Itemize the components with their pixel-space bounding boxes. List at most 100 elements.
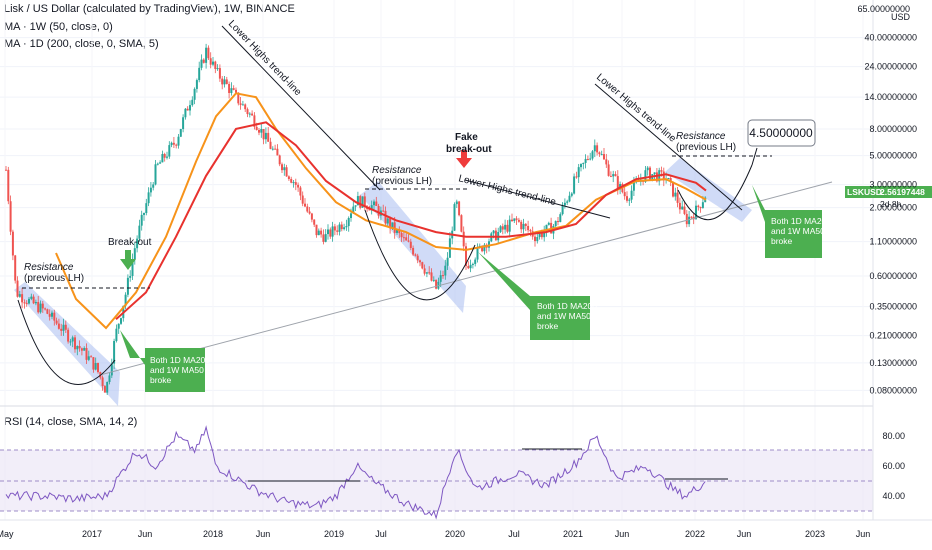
candle-body <box>5 169 7 171</box>
callout-3-line1: Both 1D MA200 <box>771 216 831 226</box>
axis-tick-65: 65.00000000 <box>857 4 910 14</box>
candle-body <box>202 59 205 63</box>
callout-3-line2: and 1W MA50 <box>771 226 825 236</box>
candle-body <box>315 224 318 236</box>
candle-body <box>628 199 631 201</box>
candle-body <box>301 195 304 204</box>
candle-body <box>44 308 47 310</box>
candle-body <box>683 206 686 214</box>
candle-body <box>543 231 546 238</box>
candle-body <box>37 301 40 313</box>
callout-1-line3: broke <box>150 375 172 385</box>
candle-body <box>488 241 490 248</box>
candle-body <box>368 209 371 211</box>
candle-body <box>39 303 42 313</box>
candle-body <box>584 158 587 163</box>
price-tick: 0.60000000 <box>869 271 917 281</box>
candle-body <box>106 381 109 393</box>
candle-body <box>361 196 364 208</box>
candle-body <box>205 47 208 63</box>
candle-body <box>278 155 281 165</box>
candle-body <box>674 192 677 197</box>
time-tick: Jun <box>856 529 871 539</box>
callout-2-line2: and 1W MA50 <box>537 311 591 321</box>
arc-3-extension <box>751 147 758 166</box>
candle-body <box>85 348 88 360</box>
candle-body <box>356 196 359 206</box>
candle-body <box>329 229 332 237</box>
candle-body <box>331 226 334 237</box>
time-tick: 2019 <box>324 529 344 539</box>
target-box <box>747 119 816 147</box>
candle-body <box>534 236 536 242</box>
candle-body <box>87 356 90 360</box>
price-tick: 24.00000000 <box>864 62 917 72</box>
candle-body <box>586 158 589 160</box>
candle-body <box>407 240 410 242</box>
candle-body <box>55 320 58 324</box>
candle-body <box>244 104 247 110</box>
candle-body <box>9 201 12 232</box>
time-tick: Jul <box>508 529 520 539</box>
candle-body <box>163 154 166 158</box>
candle-body <box>460 215 463 232</box>
candle-body <box>71 337 74 342</box>
candle-body <box>577 167 580 178</box>
candle-body <box>23 302 26 304</box>
candle-body <box>83 348 86 351</box>
time-tick: Jul <box>375 529 387 539</box>
candle-body <box>483 244 486 252</box>
candle-body <box>232 88 235 90</box>
candle-body <box>504 224 507 230</box>
candle-body <box>237 92 240 104</box>
time-tick: 2018 <box>203 529 223 539</box>
breakout-arrow <box>120 250 136 270</box>
candle-body <box>297 184 300 188</box>
candle-body <box>382 210 385 212</box>
candle-body <box>253 115 256 127</box>
candle-body <box>136 238 139 249</box>
candle-body <box>310 213 313 220</box>
candle-body <box>281 164 283 171</box>
candle-body <box>432 279 435 281</box>
candle-body <box>143 213 145 215</box>
lower-highs-1-label: Lower Highs trend-line <box>226 18 304 98</box>
candle-body <box>701 202 704 208</box>
candle-body <box>138 225 141 239</box>
candle-body <box>373 201 375 206</box>
candle-body <box>48 313 51 317</box>
fake-breakout-line1: Fake <box>455 132 478 143</box>
candle-body <box>161 154 164 163</box>
candle-body <box>561 205 564 215</box>
time-tick: 2017 <box>82 529 102 539</box>
candle-body <box>184 108 187 118</box>
candle-body <box>170 142 173 146</box>
candle-body <box>230 88 233 93</box>
ma200-legend: MA · 1D (200, close, 0, SMA, 5) <box>4 38 159 50</box>
target-label: 4.50000000 <box>749 126 813 140</box>
candle-body <box>605 159 608 165</box>
candle-body <box>563 202 566 206</box>
candle-body <box>568 195 571 202</box>
candle-body <box>327 229 329 235</box>
candle-body <box>559 214 562 223</box>
candle-body <box>333 226 336 231</box>
callout-2-line1: Both 1D MA200 <box>537 301 597 311</box>
candle-body <box>649 167 651 180</box>
candle-body <box>262 129 265 140</box>
candle-body <box>455 201 458 205</box>
candle-body <box>267 132 270 142</box>
candle-body <box>699 207 702 209</box>
candle-body <box>41 303 44 309</box>
candle-body <box>600 154 603 156</box>
candle-body <box>156 163 159 165</box>
support-trendline <box>99 181 833 376</box>
candle-body <box>458 201 461 216</box>
candle-body <box>554 221 557 227</box>
candle-body <box>32 296 35 304</box>
candle-body <box>375 201 378 206</box>
time-tick: Jun <box>256 529 271 539</box>
ma200-line <box>115 121 707 321</box>
candle-body <box>251 113 254 116</box>
